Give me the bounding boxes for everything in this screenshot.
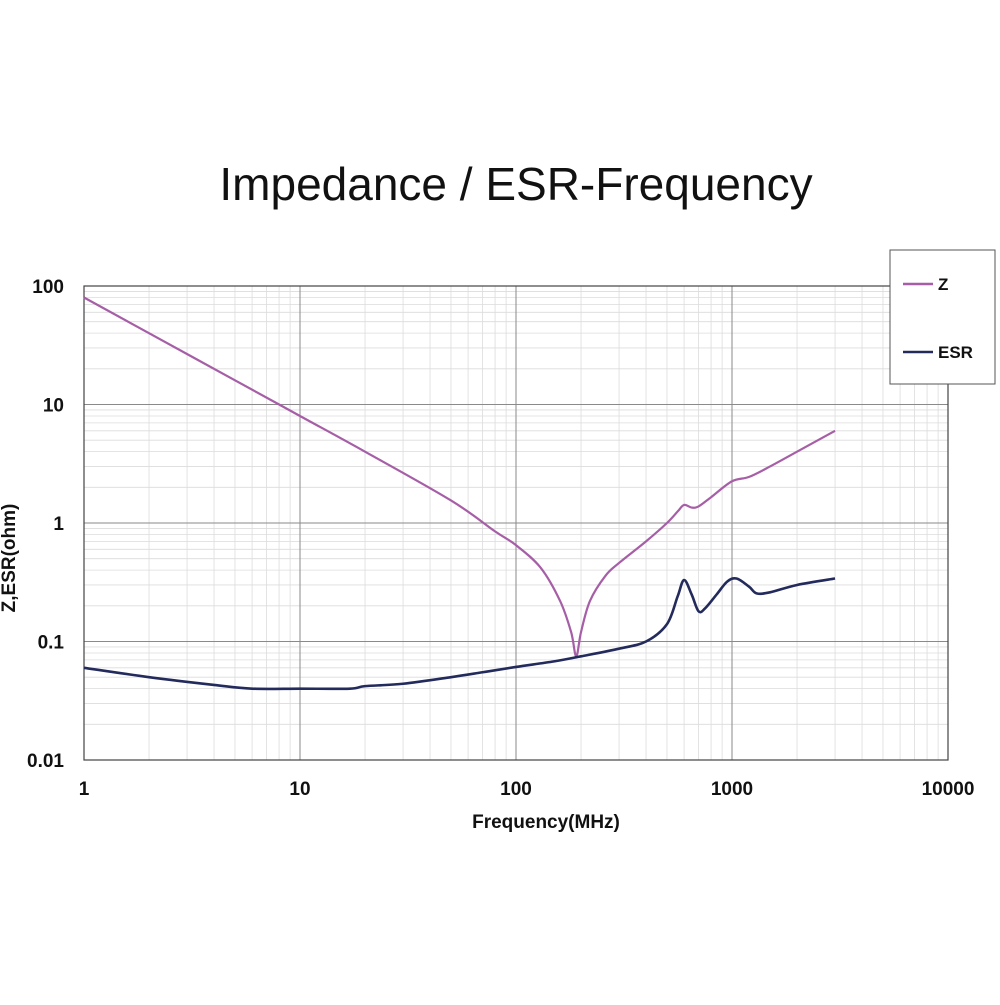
y-tick-labels: 0.01 0.1 1 10 100 bbox=[27, 277, 64, 772]
series-line-z bbox=[83, 296, 836, 658]
y-axis-label: Z,ESR(ohm) bbox=[0, 504, 20, 613]
plot-frame bbox=[83, 285, 949, 761]
y-tick-label: 100 bbox=[32, 277, 64, 298]
legend-box bbox=[889, 249, 996, 385]
legend-label-z: Z bbox=[938, 275, 948, 294]
y-tick-label: 1 bbox=[53, 514, 64, 535]
x-tick-labels: 1 10 100 1000 10000 bbox=[79, 779, 975, 800]
series-line-esr bbox=[83, 576, 836, 691]
y-tick-label: 0.01 bbox=[27, 751, 64, 772]
x-tick-label: 100 bbox=[500, 779, 532, 800]
legend-label-esr: ESR bbox=[938, 343, 973, 362]
x-axis-label: Frequency(MHz) bbox=[472, 812, 620, 833]
y-tick-label: 0.1 bbox=[38, 633, 65, 654]
x-tick-label: 10 bbox=[289, 779, 310, 800]
y-tick-label: 10 bbox=[43, 396, 64, 417]
x-tick-label: 1 bbox=[79, 779, 90, 800]
x-tick-label: 10000 bbox=[922, 779, 975, 800]
series-layer bbox=[83, 296, 836, 691]
major-grid bbox=[84, 286, 948, 760]
x-tick-label: 1000 bbox=[711, 779, 753, 800]
chart-title: Impedance / ESR-Frequency bbox=[219, 158, 812, 210]
legend: Z ESR bbox=[889, 249, 996, 385]
